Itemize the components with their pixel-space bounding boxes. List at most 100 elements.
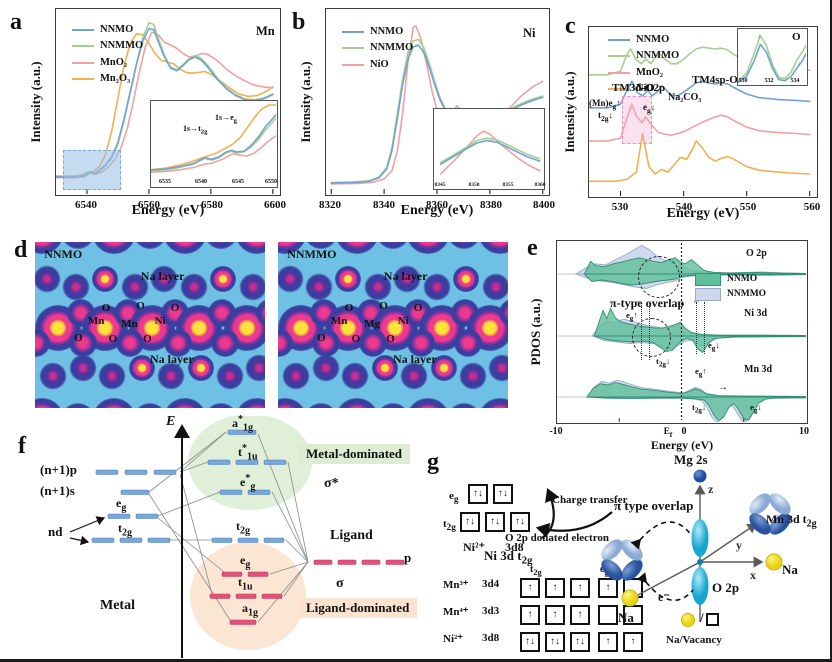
legend-swatch-icon xyxy=(72,61,94,64)
map-label: O xyxy=(317,331,326,344)
g-table-cell: 3d8 xyxy=(482,632,500,644)
mn-inset-xtick: 6545 xyxy=(232,179,244,185)
g-eg-label: eg xyxy=(449,490,459,505)
na-atom-icon xyxy=(765,553,783,571)
na-vacancy-atom-icon xyxy=(681,613,695,627)
tm-atom-icon xyxy=(187,355,214,382)
pdos-guide-line xyxy=(696,302,697,354)
map-label: O xyxy=(101,301,111,314)
o-atom-icon xyxy=(375,242,410,250)
f-eg-bonding: eg xyxy=(240,553,251,571)
o-atom-icon xyxy=(210,329,239,358)
map-label: Na layer xyxy=(393,351,437,366)
ni-inset-xtick: 8355 xyxy=(502,182,514,188)
na-atom-icon xyxy=(400,362,428,390)
pdos-xtick: 0 xyxy=(681,426,687,437)
ni-xas-xlabel: Energy (eV) xyxy=(400,203,474,218)
g-table-cell: Mn³⁺ xyxy=(443,579,469,591)
ni-inset-xtick: 8350 xyxy=(468,182,480,188)
g-ni-conf: 3d8 xyxy=(505,540,524,554)
o-atom-icon xyxy=(278,329,294,358)
legend-label: NNMO xyxy=(100,24,134,35)
f-eg-metal: eg xyxy=(116,496,127,514)
f-p: p xyxy=(404,550,412,565)
f-metal: Metal xyxy=(100,598,135,613)
pdos-xtick: -10 xyxy=(549,426,563,437)
f-ligand: Ligand xyxy=(330,528,373,543)
map-label: Na layer xyxy=(150,351,194,366)
map-label: O xyxy=(413,301,423,314)
f-t2g-center: t2g xyxy=(236,519,250,537)
g-table-cell: Mn⁴⁺ xyxy=(443,606,469,618)
series-NNMO xyxy=(738,43,806,84)
tm-atom-icon xyxy=(406,397,451,408)
tm-atom-icon xyxy=(163,242,208,255)
g-table-cell: ↑ ↑ ↑ xyxy=(520,605,595,625)
mn-3d-orbital-icon xyxy=(749,493,791,535)
legend-label: NNMMO xyxy=(727,288,767,299)
tm3d-highlight-box xyxy=(622,96,652,144)
legend-swatch-icon xyxy=(695,272,721,286)
legend-item: NNMO xyxy=(608,32,679,48)
tm-atom-icon xyxy=(163,397,208,408)
electron-box: ↑↓ xyxy=(545,632,565,652)
legend-label: MnO₂ xyxy=(100,56,128,68)
map-label: O xyxy=(379,300,388,313)
pdos-Mn3d-NNMO-dn xyxy=(586,396,806,422)
series-NNMMO xyxy=(439,137,541,164)
map-label: NNMO xyxy=(44,246,83,261)
o-atom-icon xyxy=(359,329,388,358)
right-arrow-icon: → xyxy=(718,382,728,393)
legend-label: MnO₂ xyxy=(636,66,664,78)
ann-eg: eg↓ xyxy=(643,102,656,115)
ni-inset-frame xyxy=(433,108,545,190)
tm-atom-icon xyxy=(406,242,451,255)
na-atom-icon xyxy=(62,273,90,301)
g-table-cell: ↑ ↑ xyxy=(598,632,648,652)
g-electron-label: e⁻ xyxy=(658,590,670,604)
tm-atom-icon xyxy=(478,397,508,408)
pdos-Ni3d-NNMO-dn xyxy=(594,335,806,354)
teal-arrow-icon: ↓ xyxy=(797,58,801,67)
legend-label: NNMO xyxy=(727,274,758,284)
map-label: Mn xyxy=(121,318,138,331)
o-2p-orbital-icon xyxy=(691,519,709,605)
electron-box: ↑ xyxy=(598,632,618,652)
o-atom-icon xyxy=(60,402,95,408)
o-atom-icon xyxy=(447,242,482,250)
legend-swatch-icon xyxy=(608,87,630,90)
ni-xas-legend: NNMO NNMMO NiO xyxy=(342,24,413,73)
o-atom-icon xyxy=(498,299,508,328)
g-t2g-label: t2g xyxy=(443,518,456,533)
mn-inset-xtick: 6540 xyxy=(195,179,207,185)
map-label: Mn xyxy=(330,315,348,328)
legend-item: NNMO xyxy=(72,22,143,38)
panel-f-letter: f xyxy=(18,433,26,459)
ni-xtick: 8320 xyxy=(319,199,341,211)
legend-swatch-icon xyxy=(72,77,94,80)
ann-mn-eg: (Mn)eg↑ xyxy=(589,98,621,111)
legend-item: MnO₂ xyxy=(608,65,679,81)
electron-box: ↑↓ xyxy=(510,512,530,532)
ni-inset-plot xyxy=(439,130,541,175)
pdos-sub-mn3d: Mn 3d xyxy=(744,364,773,375)
ni-xtick: 8360 xyxy=(426,199,448,211)
map-label: O xyxy=(344,301,354,314)
tm-atom-icon xyxy=(371,355,398,382)
mg-atom-icon xyxy=(693,469,707,483)
f-t1u-star: t*1u xyxy=(238,443,258,463)
o-atom-icon xyxy=(303,402,338,408)
pdos-mn-eg-dn: eg↓ xyxy=(750,402,762,415)
tm-atom-icon xyxy=(478,242,508,255)
legend-swatch-icon xyxy=(695,287,721,301)
ni-xtick: 8340 xyxy=(373,199,395,211)
ni-3d-orbital-icon xyxy=(601,539,643,581)
f-n1s: (n+1)s xyxy=(40,483,75,498)
pdos-guide-line xyxy=(649,302,650,360)
g-mg2s: Mg 2s xyxy=(674,452,708,467)
pdos-ef-label: Ef xyxy=(663,426,673,439)
legend-swatch-icon xyxy=(72,45,94,48)
vacancy-box-icon xyxy=(706,613,719,626)
pdos-Mn3d-NNMO-up xyxy=(586,382,806,398)
g-charge-transfer: Charge transfer xyxy=(552,494,628,506)
